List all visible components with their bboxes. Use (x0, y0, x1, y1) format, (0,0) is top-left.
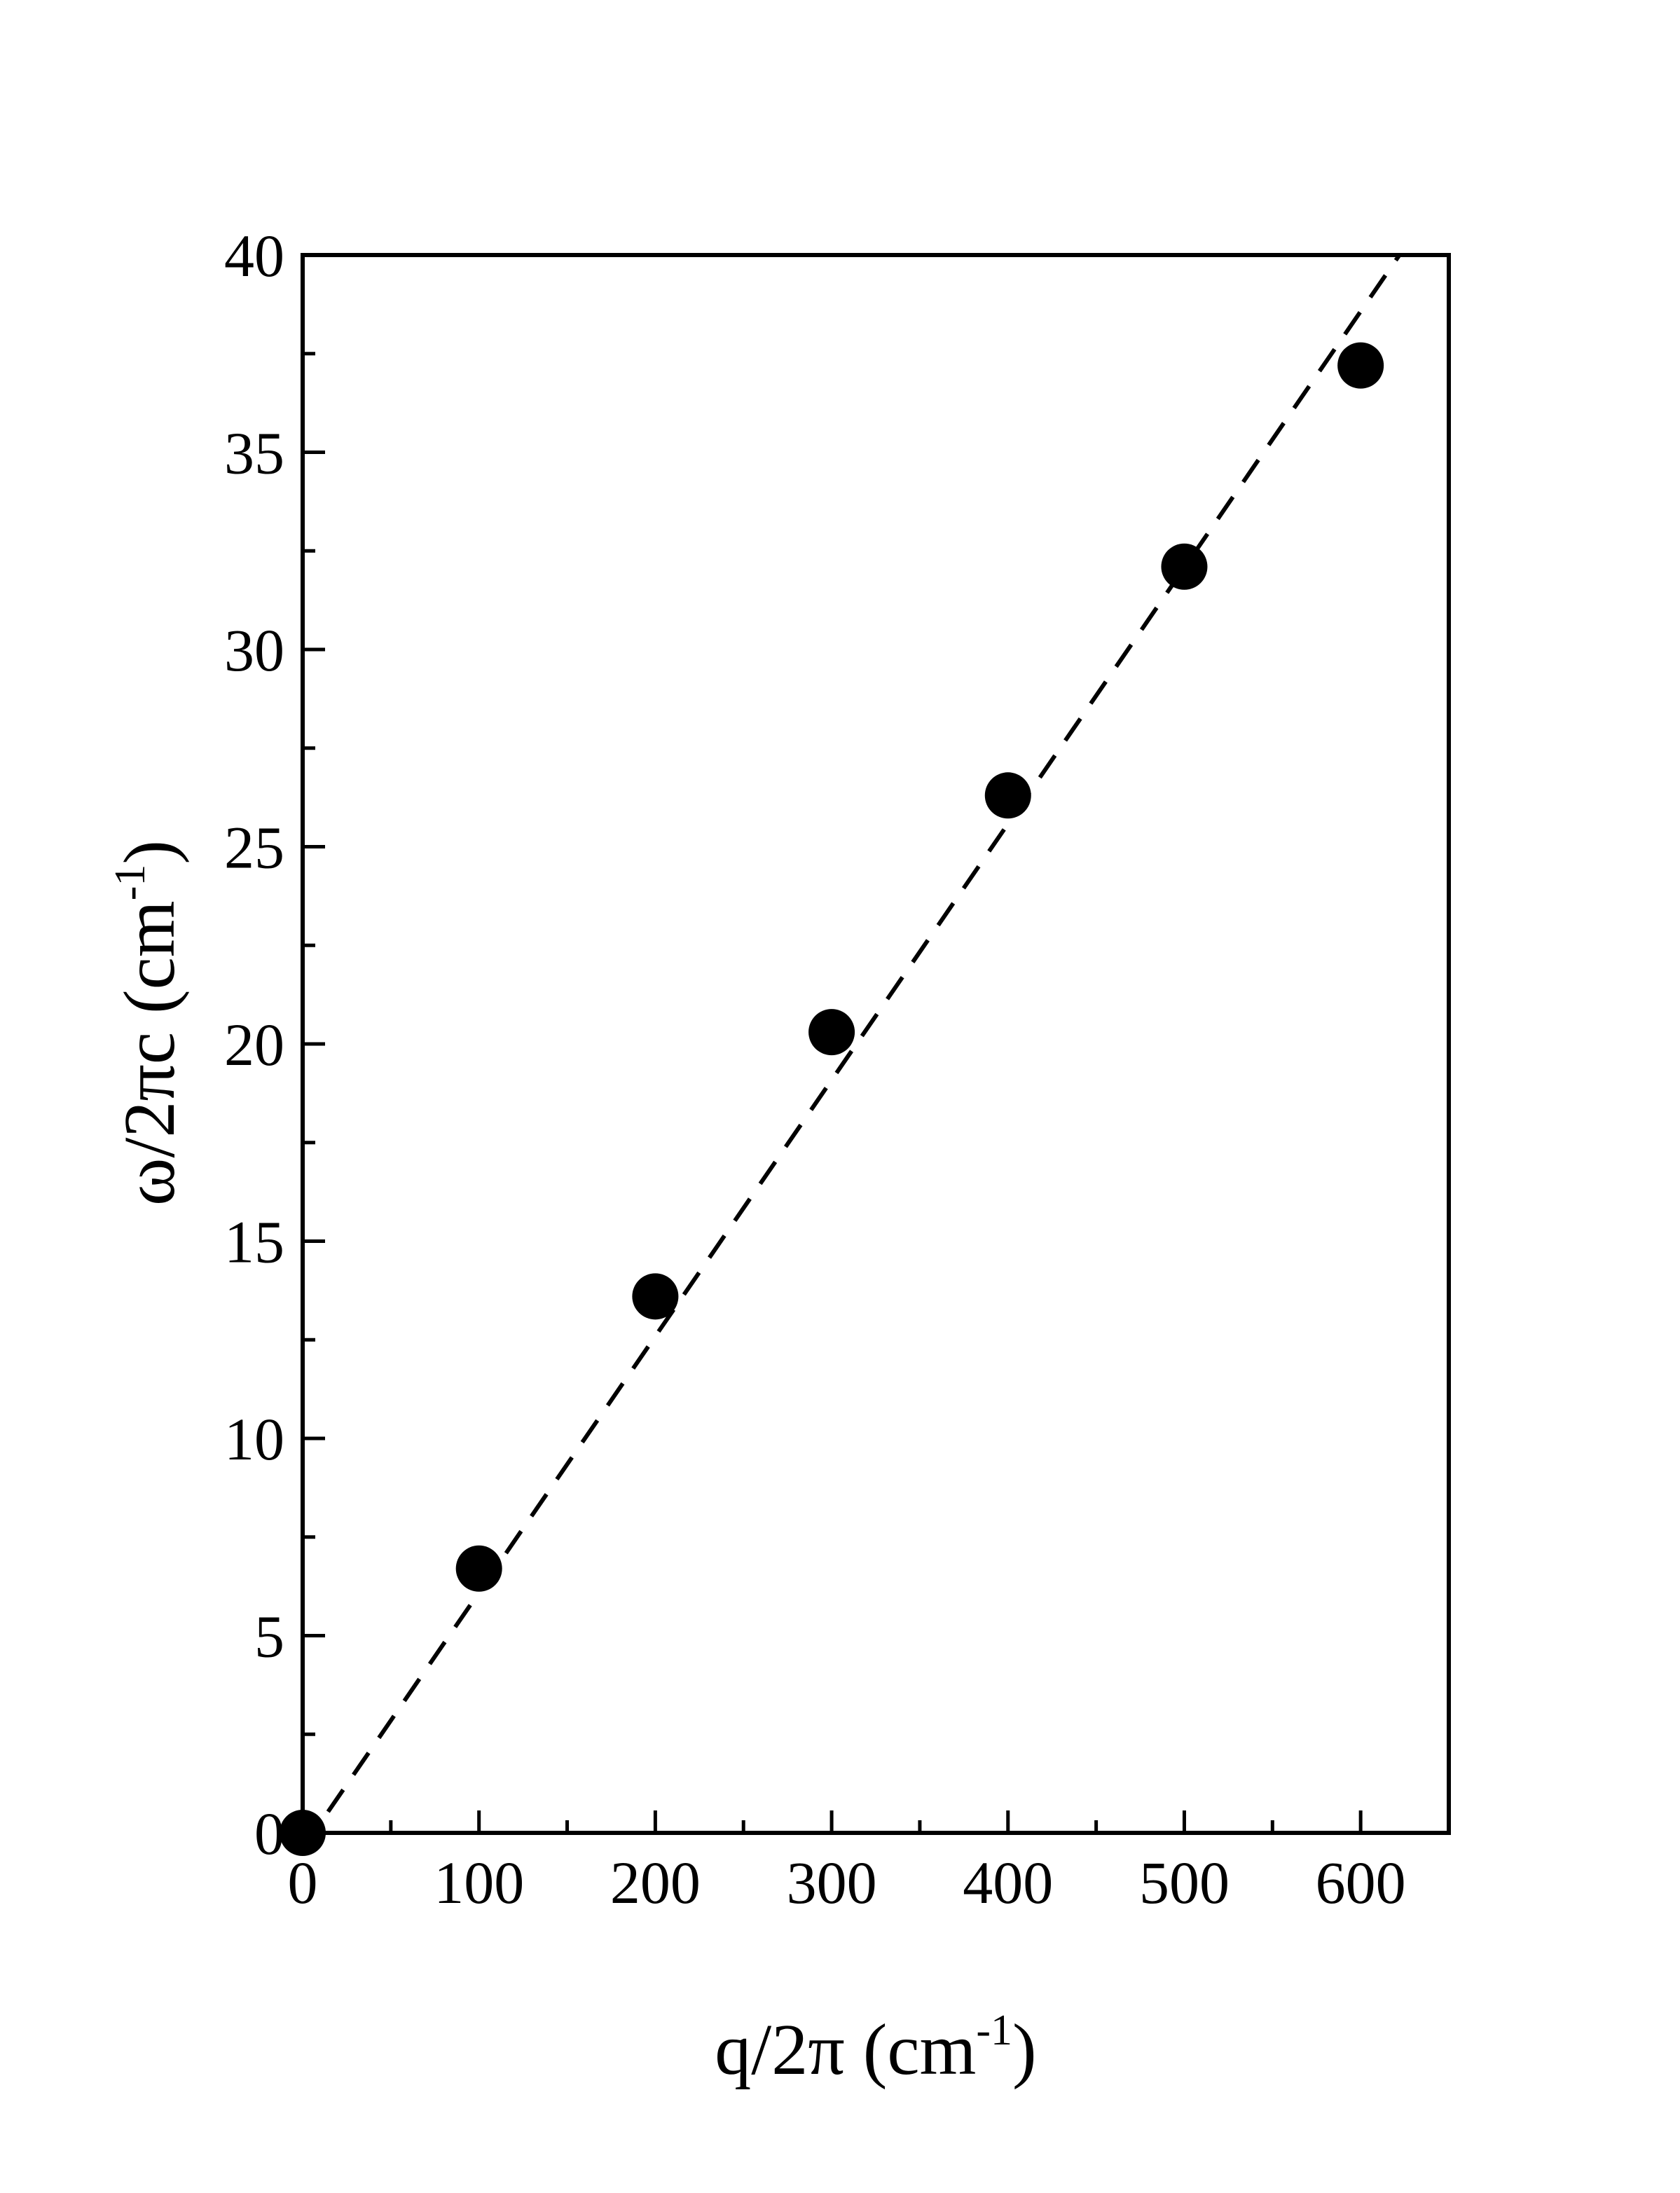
y-tick-label: 20 (224, 1011, 284, 1078)
x-tick-label: 200 (610, 1849, 701, 1916)
y-tick-label: 0 (254, 1800, 284, 1867)
series-layer (310, 255, 1401, 1833)
x-tick-label: 100 (434, 1849, 524, 1916)
x-tick-label: 600 (1316, 1849, 1406, 1916)
y-axis-title: ω/2πc (cm-1) (106, 840, 190, 1206)
minor-ticks (303, 352, 1274, 1833)
y-tick-label: 10 (224, 1405, 284, 1473)
y-tick-label: 35 (224, 420, 284, 487)
x-tick-label: 400 (963, 1849, 1053, 1916)
data-point (455, 1545, 502, 1592)
x-axis-title-superscript: -1 (976, 2007, 1012, 2054)
x-axis-title-close: ) (1012, 2009, 1037, 2090)
y-tick-label: 15 (224, 1209, 284, 1276)
data-point (632, 1273, 679, 1320)
tick-labels: 0 100 200 300 400 500 600 0 5 10 15 20 25 30 35 40 (224, 222, 1406, 1916)
points-layer (280, 342, 1384, 1856)
data-point (1337, 342, 1384, 389)
x-tick-label: 300 (787, 1849, 877, 1916)
x-axis-title: q/2π (cm-1) (715, 2007, 1036, 2090)
y-tick-label: 40 (224, 222, 284, 289)
y-axis-title-superscript: -1 (106, 865, 154, 901)
y-tick-label: 5 (254, 1603, 284, 1670)
x-axis-title-base: q/2π (cm (715, 2009, 976, 2090)
y-axis-title-close: ) (109, 840, 190, 865)
x-tick-label: 0 (288, 1849, 318, 1916)
plot-frame (301, 253, 1451, 1835)
y-tick-label: 25 (224, 814, 284, 881)
data-point (1161, 543, 1208, 590)
fit-line (310, 255, 1401, 1833)
data-point (984, 772, 1031, 819)
data-point (808, 1009, 855, 1056)
x-tick-label: 500 (1139, 1849, 1230, 1916)
y-tick-label: 30 (224, 617, 284, 684)
y-axis-title-base: ω/2πc (cm (109, 900, 190, 1206)
